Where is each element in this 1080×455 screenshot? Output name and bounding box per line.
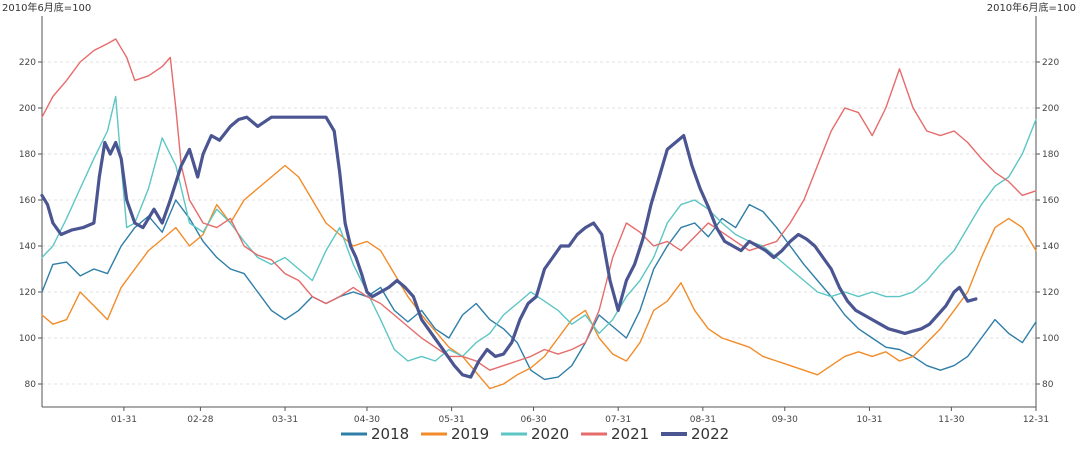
y-tick-label-right: 180 xyxy=(1042,150,1059,160)
x-tick-label: 07-31 xyxy=(605,415,631,425)
legend-label: 2019 xyxy=(451,425,489,443)
y-tick-label-right: 100 xyxy=(1042,334,1059,344)
x-tick-label: 04-30 xyxy=(354,415,380,425)
series-line-2021 xyxy=(41,38,1037,371)
y-tick-label-right: 140 xyxy=(1042,242,1059,252)
series-line-2020 xyxy=(41,95,1037,362)
axis-layer: 80 80 100 100 120 120 140 140 160 160 180 180 200 200… xyxy=(19,16,1059,425)
legend-item-2022[interactable]: 2022 xyxy=(661,425,729,443)
series-line-2018 xyxy=(41,199,1037,381)
y-tick-label-left: 160 xyxy=(19,196,36,206)
series-layer xyxy=(40,38,1037,390)
y-tick-label-left: 100 xyxy=(19,334,36,344)
x-tick-label: 01-31 xyxy=(111,415,137,425)
y-tick-label-left: 140 xyxy=(19,242,36,252)
x-tick-label: 12-31 xyxy=(1023,415,1049,425)
y-tick-label-left: 200 xyxy=(19,104,36,114)
grid-layer xyxy=(42,61,1036,385)
legend-item-2020[interactable]: 2020 xyxy=(501,425,569,443)
legend-item-2019[interactable]: 2019 xyxy=(421,425,489,443)
x-tick-label: 03-31 xyxy=(272,415,298,425)
x-tick-label: 08-31 xyxy=(690,415,716,425)
legend-label: 2022 xyxy=(691,425,729,443)
y-tick-label-right: 220 xyxy=(1042,58,1059,68)
x-tick-label: 10-31 xyxy=(856,415,882,425)
legend-item-2021[interactable]: 2021 xyxy=(581,425,649,443)
legend-item-2018[interactable]: 2018 xyxy=(341,425,409,443)
y-tick-label-left: 220 xyxy=(19,58,36,68)
x-tick-label: 02-28 xyxy=(187,415,213,425)
y-axis-unit-left: 2010年6月底=100 xyxy=(2,1,91,14)
legend[interactable]: 2018 2019 2020 2021 2022 xyxy=(341,425,729,443)
x-tick-label: 06-30 xyxy=(520,415,546,425)
legend-label: 2020 xyxy=(531,425,569,443)
x-tick-label: 11-30 xyxy=(938,415,964,425)
y-tick-label-right: 120 xyxy=(1042,288,1059,298)
y-tick-label-left: 180 xyxy=(19,150,36,160)
x-tick-label: 09-30 xyxy=(772,415,798,425)
series-line-2019 xyxy=(41,164,1037,390)
y-tick-label-right: 200 xyxy=(1042,104,1059,114)
y-tick-label-left: 80 xyxy=(25,380,37,390)
y-tick-label-left: 120 xyxy=(19,288,36,298)
legend-label: 2021 xyxy=(611,425,649,443)
y-tick-label-right: 80 xyxy=(1042,380,1054,390)
y-axis-unit-right: 2010年6月底=100 xyxy=(987,1,1076,14)
x-tick-label: 05-31 xyxy=(439,415,465,425)
y-tick-label-right: 160 xyxy=(1042,196,1059,206)
series-line-2022 xyxy=(40,115,978,379)
legend-label: 2018 xyxy=(371,425,409,443)
